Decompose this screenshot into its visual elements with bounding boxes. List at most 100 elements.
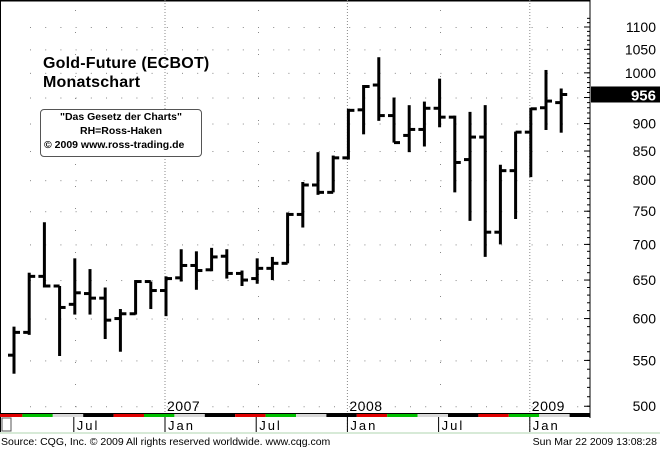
- grid-dot: [258, 252, 259, 253]
- grid-dot: [75, 98, 76, 99]
- grid-dot: [562, 360, 563, 362]
- grid-dot: [106, 27, 107, 28]
- grid-dot: [501, 27, 503, 28]
- grid-dot: [45, 27, 47, 28]
- grid-dot: [303, 360, 305, 362]
- grid-dot: [182, 360, 183, 362]
- grid-dot: [227, 244, 229, 246]
- ohlc-bar: [479, 105, 492, 257]
- grid-dot: [30, 360, 31, 362]
- grid-dot: [75, 97, 77, 99]
- ohlc-bar: [266, 256, 279, 281]
- grid-dot: [258, 10, 259, 11]
- period-strip-segment: [144, 414, 175, 417]
- grid-dot: [364, 211, 366, 213]
- grid-dot: [90, 97, 92, 99]
- grid-dot: [364, 180, 366, 182]
- period-strip-segment: [478, 414, 509, 417]
- grid-dot: [273, 72, 275, 74]
- grid-dot: [30, 211, 31, 213]
- year-label: 2009: [532, 398, 565, 414]
- grid-dot: [577, 180, 579, 182]
- grid-dot: [546, 360, 548, 362]
- grid-dot: [212, 360, 214, 362]
- grid-dot: [288, 280, 290, 282]
- grid-dot: [440, 244, 442, 246]
- grid-dot: [75, 208, 76, 209]
- grid-dot: [455, 280, 457, 282]
- grid-dot: [136, 244, 138, 246]
- grid-dot: [394, 72, 396, 74]
- year-label: 2008: [349, 398, 382, 414]
- grid-dot: [562, 406, 563, 408]
- grid-dot: [258, 340, 259, 341]
- grid-dot: [501, 151, 503, 153]
- grid-dot: [440, 318, 441, 319]
- grid-dot: [121, 72, 123, 74]
- grid-dot: [182, 406, 183, 408]
- grid-dot: [334, 151, 335, 153]
- grid-dot: [75, 27, 77, 28]
- grid-dot: [440, 27, 442, 28]
- grid-dot: [364, 151, 366, 153]
- grid-dot: [394, 280, 396, 282]
- grid-dot: [410, 180, 411, 182]
- grid-dot: [577, 27, 579, 28]
- grid-dot: [410, 27, 411, 28]
- grid-dot: [531, 27, 533, 28]
- grid-dot: [349, 27, 351, 28]
- period-strip-segment: [448, 414, 479, 417]
- grid-dot: [258, 151, 259, 153]
- price-label: 500: [633, 398, 657, 414]
- grid-dot: [577, 211, 579, 213]
- grid-dot: [318, 211, 320, 213]
- month-label: Jan: [350, 418, 377, 432]
- grid-dot: [486, 280, 487, 282]
- grid-dot: [166, 244, 168, 246]
- ohlc-bar: [129, 280, 142, 316]
- grid-dot: [258, 32, 259, 33]
- grid-dot: [30, 244, 31, 246]
- grid-dot: [425, 406, 427, 408]
- grid-dot: [546, 280, 548, 282]
- ohlc-bar: [342, 108, 355, 160]
- ohlc-bar: [312, 152, 324, 195]
- grid-dot: [136, 72, 138, 74]
- ohlc-bar: [190, 251, 203, 290]
- note-line-3: © 2009 www.ross-trading.de: [44, 139, 185, 151]
- grid-dot: [440, 384, 441, 385]
- grid-dot: [273, 180, 275, 182]
- grid-dot: [501, 97, 503, 99]
- grid-dot: [197, 211, 199, 213]
- grid-dot: [379, 151, 381, 153]
- grid-dot: [151, 406, 153, 408]
- grid-dot: [75, 318, 77, 320]
- grid-dot: [516, 123, 518, 125]
- grid-dot: [30, 27, 31, 28]
- grid-dot: [75, 406, 77, 408]
- grid-dot: [303, 72, 305, 74]
- grid-dot: [349, 72, 351, 74]
- grid-dot: [425, 49, 427, 51]
- grid-dot: [197, 406, 199, 408]
- grid-dot: [197, 72, 199, 74]
- grid-dot: [334, 318, 335, 320]
- grid-dot: [212, 406, 214, 408]
- grid-dot: [30, 180, 31, 182]
- grid-dot: [516, 406, 518, 408]
- grid-dot: [182, 318, 183, 320]
- grid-dot: [60, 49, 62, 51]
- grid-dot: [258, 318, 259, 320]
- grid-dot: [440, 230, 441, 231]
- grid-dot: [227, 123, 229, 125]
- grid-dot: [212, 72, 214, 74]
- grid-dot: [531, 244, 533, 246]
- grid-dot: [440, 10, 441, 11]
- grid-dot: [562, 318, 563, 320]
- grid-dot: [227, 180, 229, 182]
- period-strip-segment: [539, 414, 570, 417]
- grid-dot: [440, 49, 442, 51]
- grid-dot: [349, 211, 351, 213]
- grid-dot: [410, 97, 411, 99]
- grid-dot: [258, 123, 259, 125]
